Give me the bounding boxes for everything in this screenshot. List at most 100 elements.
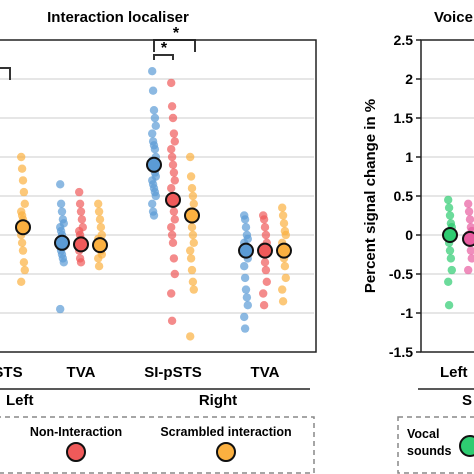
point-s0-g2-0 bbox=[148, 67, 157, 76]
point-s2-g1-2 bbox=[95, 215, 105, 224]
point-s1-g2-13 bbox=[169, 207, 179, 216]
mean-marker-s0-g2 bbox=[146, 156, 162, 173]
mean-marker-s1-g3 bbox=[257, 242, 273, 259]
point-s2-g3-11 bbox=[278, 297, 288, 306]
category-label-tva-left: TVA bbox=[67, 364, 96, 381]
mean-marker-s2-g3 bbox=[276, 242, 292, 259]
voice-point-s1-9 bbox=[467, 254, 474, 263]
right-legend-frame bbox=[397, 416, 474, 474]
point-s2-g2-9 bbox=[189, 238, 198, 247]
point-s2-g3-1 bbox=[278, 211, 288, 220]
bracket-left-edge bbox=[0, 67, 11, 80]
point-s1-g3-9 bbox=[262, 277, 271, 286]
point-s1-g2-8 bbox=[169, 168, 179, 177]
legend-label-sounds: sounds bbox=[407, 444, 451, 458]
y-tick-label-5: 0 bbox=[405, 227, 413, 243]
y-tick-label-3: 1 bbox=[405, 149, 413, 165]
point-s1-g2-9 bbox=[170, 176, 179, 185]
voice-point-s1-0 bbox=[464, 199, 473, 208]
point-s1-g3-11 bbox=[259, 301, 269, 310]
point-s2-g2-12 bbox=[187, 265, 197, 275]
point-s2-g2-3 bbox=[188, 191, 198, 201]
category-label-tva-right: TVA bbox=[251, 364, 280, 381]
point-s1-g2-10 bbox=[167, 184, 176, 193]
voice-point-s0-1 bbox=[444, 203, 454, 212]
mean-marker-s2-g0 bbox=[15, 219, 31, 236]
category-label-si-psts: SI-pSTS bbox=[144, 364, 202, 381]
voice-point-s0-0 bbox=[444, 195, 453, 205]
left-legend-frame bbox=[0, 416, 315, 474]
point-s0-g3-1 bbox=[240, 215, 250, 224]
point-s0-g3-14 bbox=[243, 301, 252, 310]
point-s0-g1-1 bbox=[56, 199, 66, 208]
bracket-inner bbox=[153, 54, 174, 60]
y-tick-label-6: -0.5 bbox=[389, 266, 413, 282]
point-s0-g3-13 bbox=[242, 293, 252, 302]
point-s0-g3-2 bbox=[241, 223, 251, 232]
point-s2-g0-0 bbox=[17, 152, 26, 162]
y-tick-label-7: -1 bbox=[401, 305, 414, 321]
point-s1-g2-15 bbox=[167, 223, 176, 232]
voice-point-s1-1 bbox=[464, 207, 474, 216]
point-s0-g3-16 bbox=[240, 324, 250, 333]
voice-point-s0-8 bbox=[446, 254, 456, 263]
point-s0-g3-12 bbox=[241, 285, 251, 294]
left-legend: Non-Interaction Scrambled interaction bbox=[0, 416, 315, 474]
mean-marker-s1-g1 bbox=[73, 236, 89, 253]
point-s2-g2-10 bbox=[186, 246, 195, 255]
right-y-ticks: 2.5 2 1.5 1 0.5 0 -0.5 -1 -1.5 bbox=[389, 32, 421, 360]
point-s1-g2-19 bbox=[170, 269, 179, 279]
voice-point-s1-2 bbox=[465, 215, 474, 224]
point-s2-g1-11 bbox=[94, 262, 104, 271]
point-s2-g0-15 bbox=[17, 277, 26, 286]
significance-brackets: ** bbox=[0, 25, 196, 80]
left-data-points bbox=[17, 67, 290, 341]
point-s2-g2-7 bbox=[187, 223, 197, 232]
point-s1-g1-12 bbox=[76, 258, 86, 267]
category-label-sts: STS bbox=[0, 364, 23, 381]
right-plot-frame bbox=[420, 39, 474, 353]
legend-swatch-vocal bbox=[459, 435, 474, 457]
left-mean-markers bbox=[15, 156, 292, 259]
point-s1-g3-3 bbox=[261, 230, 271, 240]
point-s1-g2-16 bbox=[167, 230, 177, 240]
point-s1-g2-17 bbox=[168, 238, 178, 247]
point-s2-g2-13 bbox=[188, 277, 198, 286]
point-s2-g0-12 bbox=[18, 246, 28, 255]
right-data-points bbox=[444, 195, 474, 310]
point-s2-g3-0 bbox=[278, 203, 287, 212]
point-s0-g2-5 bbox=[148, 129, 157, 138]
significance-star-inner: * bbox=[161, 40, 168, 57]
point-s1-g3-2 bbox=[260, 223, 270, 232]
point-s1-g2-7 bbox=[168, 160, 178, 169]
point-s2-g0-14 bbox=[20, 265, 29, 275]
voice-mean-marker-s0 bbox=[442, 227, 458, 243]
left-plot-frame bbox=[0, 39, 317, 353]
mean-marker-s0-g1 bbox=[54, 234, 70, 251]
point-s2-g2-4 bbox=[189, 199, 198, 208]
mean-marker-s1-g2 bbox=[165, 191, 181, 208]
point-s2-g0-11 bbox=[17, 238, 27, 247]
point-s2-g1-10 bbox=[94, 254, 103, 263]
point-s1-g2-1 bbox=[167, 102, 177, 111]
point-s2-g3-10 bbox=[278, 285, 287, 294]
point-s1-g2-2 bbox=[168, 113, 178, 123]
point-s1-g1-1 bbox=[75, 199, 85, 208]
point-s0-g3-11 bbox=[240, 273, 250, 283]
point-s2-g0-4 bbox=[20, 199, 29, 208]
point-s2-g2-0 bbox=[186, 152, 195, 162]
voice-point-s0-2 bbox=[445, 211, 455, 220]
voice-point-s1-8 bbox=[466, 246, 474, 255]
voice-point-s0-11 bbox=[444, 301, 454, 310]
point-s1-g2-21 bbox=[167, 316, 177, 325]
point-s2-g3-2 bbox=[279, 219, 289, 228]
point-s0-g1-0 bbox=[56, 180, 65, 189]
point-s2-g2-14 bbox=[189, 285, 198, 294]
point-s0-g1-14 bbox=[59, 258, 68, 267]
point-s0-g1-15 bbox=[56, 304, 65, 314]
right-legend: Vocal sounds bbox=[397, 416, 474, 474]
point-s2-g1-0 bbox=[94, 199, 103, 208]
category-label-left-voice: Left bbox=[440, 364, 468, 381]
point-s1-g2-18 bbox=[169, 254, 179, 263]
